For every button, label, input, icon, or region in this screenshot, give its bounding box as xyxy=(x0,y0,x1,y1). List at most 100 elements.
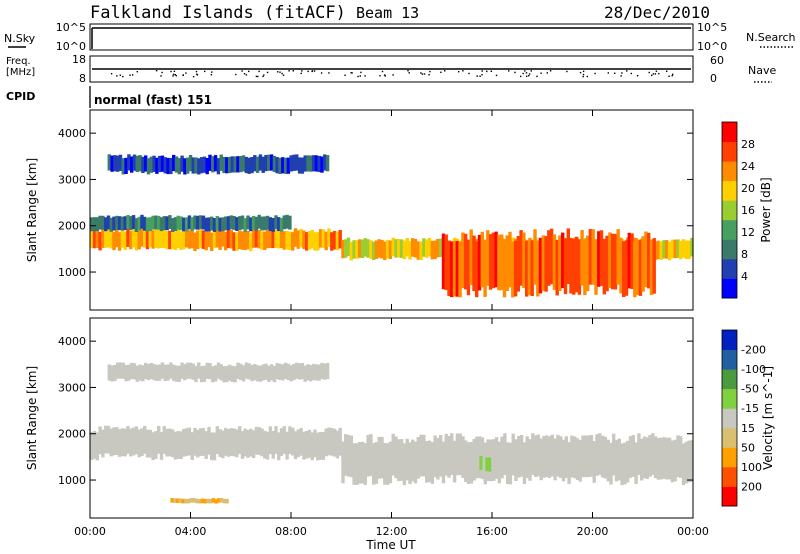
power-echo-cell xyxy=(558,235,562,291)
power-echo-cell xyxy=(184,217,189,232)
power-echo-cell xyxy=(124,157,128,174)
power-echo-cell xyxy=(243,218,247,232)
velocity-echo-cell xyxy=(606,439,610,482)
velocity-echo-cell xyxy=(458,433,462,476)
power-echo-cell xyxy=(194,157,198,174)
power-echo-cell xyxy=(588,229,593,285)
power-echo-cell xyxy=(149,156,153,173)
velocity-echo-cell xyxy=(179,431,183,460)
nave-dot xyxy=(655,70,658,72)
power-echo-cell xyxy=(265,229,270,249)
velocity-echo-cell xyxy=(138,364,142,381)
power-echo-cell xyxy=(344,239,348,258)
power-echo-cell xyxy=(574,236,579,293)
nave-dot xyxy=(307,70,309,73)
velocity-echo-cell xyxy=(575,438,580,480)
velocity-echo-cell xyxy=(113,364,117,382)
velocity-echo-cell xyxy=(227,364,232,381)
velocity-echo-cell xyxy=(257,427,261,455)
power-echo-cell xyxy=(104,229,108,248)
power-echo-cell xyxy=(264,155,268,172)
power-echo-cell xyxy=(599,230,604,286)
power-echo-cell xyxy=(110,155,114,172)
velocity-echo-cell xyxy=(667,437,672,480)
velocity-echo-cell xyxy=(92,431,97,459)
velocity-echo-band xyxy=(107,362,330,383)
velocity-echo-cell xyxy=(391,433,395,476)
velocity-colorbar-swatch xyxy=(722,330,737,350)
power-echo-cell xyxy=(293,228,298,247)
power-echo-cell xyxy=(199,157,204,174)
nave-dot xyxy=(182,74,184,76)
power-echo-cell xyxy=(183,158,187,175)
nave-dot xyxy=(408,72,410,74)
nave-dot xyxy=(379,75,381,77)
velocity-echo-cell xyxy=(589,435,594,477)
power-echo-cell xyxy=(635,239,640,296)
velocity-echo-cell xyxy=(687,440,691,483)
velocity-echo-cell xyxy=(472,438,476,481)
velocity-echo-cell xyxy=(517,435,521,478)
velocity-echo-cell xyxy=(134,426,139,455)
velocity-echo-cell xyxy=(595,434,599,476)
power-echo-cell xyxy=(201,230,206,249)
velocity-echo-cell xyxy=(358,442,362,484)
velocity-echo-cell xyxy=(154,431,158,459)
power-echo-cell xyxy=(670,239,675,259)
nave-tick-top: 60 xyxy=(710,54,724,67)
power-echo-cell xyxy=(215,216,219,230)
power-echo-cell xyxy=(283,157,288,174)
power-echo-cell xyxy=(488,234,493,290)
velocity-echo-cell xyxy=(239,363,243,380)
power-echo-cell xyxy=(157,230,161,249)
nsearch-tick-top: 10^5 xyxy=(697,21,727,34)
velocity-echo-cell xyxy=(603,436,608,479)
power-echo-cell xyxy=(162,216,166,230)
power-echo-cell xyxy=(176,215,180,230)
velocity-echo-cell xyxy=(427,440,432,483)
velocity-echo-cell xyxy=(388,441,393,484)
power-echo-cell xyxy=(246,230,250,250)
velocity-colorbar-swatch xyxy=(722,486,737,507)
velocity-echo-cell xyxy=(173,498,177,503)
power-echo-cell xyxy=(202,156,207,173)
power-echo-cell xyxy=(247,157,251,174)
velocity-echo-cell xyxy=(452,440,457,483)
velocity-echo-cell xyxy=(188,362,193,379)
velocity-echo-cell xyxy=(246,430,250,458)
velocity-echo-cell xyxy=(135,365,139,382)
freq-tick-bottom: 8 xyxy=(79,72,86,85)
velocity-echo-cell xyxy=(168,428,172,457)
velocity-echo-cell xyxy=(323,363,327,380)
power-echo-cell xyxy=(352,240,356,259)
velocity-echo-cell xyxy=(306,364,310,381)
power-echo-cell xyxy=(151,230,155,249)
power-colorbar: 4 8 12 16 20 24 28 xyxy=(721,121,755,299)
power-echo-cell xyxy=(659,241,663,260)
power-echo-cell xyxy=(633,241,637,298)
velocity-echo-cell xyxy=(479,456,483,470)
nave-dot xyxy=(468,72,470,75)
power-echo-cell xyxy=(436,238,440,258)
power-echo-cell xyxy=(307,231,312,250)
velocity-echo-cell xyxy=(247,363,251,380)
velocity-echo-cell xyxy=(628,436,633,478)
nave-dot xyxy=(241,70,243,72)
velocity-echo-band xyxy=(90,425,342,461)
nave-dot xyxy=(328,72,330,74)
velocity-echo-cell xyxy=(349,435,353,478)
power-echo-cell xyxy=(130,156,134,173)
nave-dot xyxy=(195,70,198,73)
nave-dot xyxy=(490,70,492,72)
velocity-echo-cell xyxy=(184,498,188,504)
power-echo-cell xyxy=(649,239,654,295)
velocity-echo-cell xyxy=(600,435,605,478)
velocity-echo-cell xyxy=(288,426,292,455)
power-colorbar-frame xyxy=(721,121,738,299)
power-echo-cell xyxy=(411,238,415,257)
power-echo-cell xyxy=(318,229,323,248)
nave-dot xyxy=(300,72,302,75)
velocity-ytick-label: 1000 xyxy=(58,474,86,487)
velocity-echo-cell xyxy=(171,429,175,458)
power-echo-cell xyxy=(255,156,260,173)
